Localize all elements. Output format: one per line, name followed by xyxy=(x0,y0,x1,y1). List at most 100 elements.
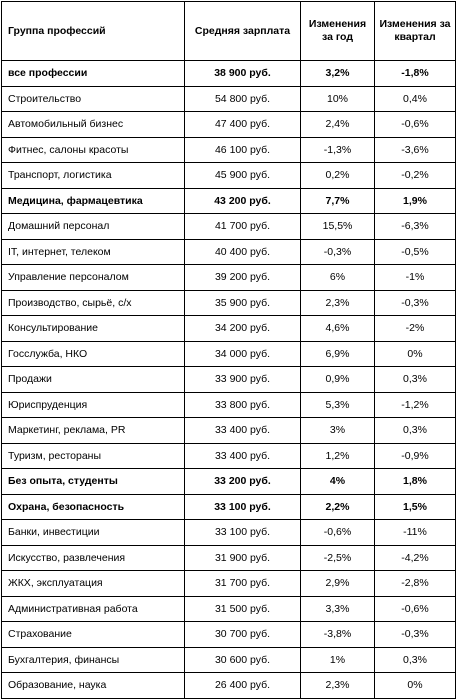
table-row: Без опыта, студенты 33 200 руб. 4% 1,8% xyxy=(1,468,456,495)
cell-year-change: 5,3% xyxy=(300,391,375,418)
cell-year-change: -0,6% xyxy=(300,519,375,546)
cell-salary: 39 200 руб. xyxy=(184,264,301,291)
cell-year-change: 6,9% xyxy=(300,340,375,367)
cell-salary: 30 700 руб. xyxy=(184,621,301,648)
cell-group: Административная работа xyxy=(1,595,185,622)
cell-quarter-change: -4,2% xyxy=(374,544,456,571)
cell-salary: 31 900 руб. xyxy=(184,544,301,571)
table-row: Управление персоналом 39 200 руб. 6% -1% xyxy=(1,264,456,291)
cell-salary: 54 800 руб. xyxy=(184,85,301,112)
cell-year-change: -0,3% xyxy=(300,238,375,265)
cell-salary: 33 400 руб. xyxy=(184,442,301,469)
header-salary: Средняя зарплата xyxy=(184,1,301,61)
cell-salary: 46 100 руб. xyxy=(184,136,301,163)
cell-quarter-change: -2,8% xyxy=(374,570,456,597)
cell-group: IT, интернет, телеком xyxy=(1,238,185,265)
cell-quarter-change: 0,3% xyxy=(374,366,456,393)
cell-salary: 33 200 руб. xyxy=(184,468,301,495)
cell-salary: 38 900 руб. xyxy=(184,60,301,87)
cell-quarter-change: -0,6% xyxy=(374,111,456,138)
cell-quarter-change: 1,9% xyxy=(374,187,456,214)
cell-group: Управление персоналом xyxy=(1,264,185,291)
cell-quarter-change: -1,8% xyxy=(374,60,456,87)
table-row: Производство, сырьё, с/х 35 900 руб. 2,3% -… xyxy=(1,289,456,316)
cell-quarter-change: -1,2% xyxy=(374,391,456,418)
cell-year-change: -3,8% xyxy=(300,621,375,648)
cell-salary: 33 100 руб. xyxy=(184,493,301,520)
cell-group: Домашний персонал xyxy=(1,213,185,240)
cell-group: все профессии xyxy=(1,60,185,87)
cell-group: Банки, инвестиции xyxy=(1,519,185,546)
table-row: Банки, инвестиции 33 100 руб. -0,6% -11% xyxy=(1,519,456,546)
cell-year-change: 6% xyxy=(300,264,375,291)
cell-year-change: 2,3% xyxy=(300,672,375,699)
cell-salary: 33 800 руб. xyxy=(184,391,301,418)
cell-group: Бухгалтерия, финансы xyxy=(1,646,185,673)
cell-salary: 35 900 руб. xyxy=(184,289,301,316)
table-body: все профессии 38 900 руб. 3,2% -1,8% Строите… xyxy=(1,60,456,699)
header-group: Группа профессий xyxy=(1,1,185,61)
cell-salary: 33 900 руб. xyxy=(184,366,301,393)
cell-quarter-change: -0,9% xyxy=(374,442,456,469)
cell-group: Искусство, развлечения xyxy=(1,544,185,571)
cell-year-change: 2,2% xyxy=(300,493,375,520)
cell-year-change: 3,2% xyxy=(300,60,375,87)
table-row: Туризм, рестораны 33 400 руб. 1,2% -0,9% xyxy=(1,442,456,469)
cell-year-change: 3% xyxy=(300,417,375,444)
cell-quarter-change: 0% xyxy=(374,340,456,367)
cell-year-change: 4% xyxy=(300,468,375,495)
table-row: Бухгалтерия, финансы 30 600 руб. 1% 0,3% xyxy=(1,646,456,673)
cell-quarter-change: -1% xyxy=(374,264,456,291)
cell-group: Юриспруденция xyxy=(1,391,185,418)
cell-quarter-change: -0,5% xyxy=(374,238,456,265)
cell-group: Автомобильный бизнес xyxy=(1,111,185,138)
cell-group: Образование, наука xyxy=(1,672,185,699)
table-row: Строительство 54 800 руб. 10% 0,4% xyxy=(1,85,456,112)
cell-group: Производство, сырьё, с/х xyxy=(1,289,185,316)
cell-group: Госслужба, НКО xyxy=(1,340,185,367)
cell-salary: 30 600 руб. xyxy=(184,646,301,673)
cell-quarter-change: -0,3% xyxy=(374,621,456,648)
cell-group: Маркетинг, реклама, PR xyxy=(1,417,185,444)
cell-year-change: 2,9% xyxy=(300,570,375,597)
header-row: Группа профессий Средняя зарплата Измене… xyxy=(1,1,456,61)
cell-salary: 45 900 руб. xyxy=(184,162,301,189)
cell-quarter-change: -11% xyxy=(374,519,456,546)
cell-salary: 34 000 руб. xyxy=(184,340,301,367)
table-row: Фитнес, салоны красоты 46 100 руб. -1,3% -3… xyxy=(1,136,456,163)
cell-quarter-change: 1,8% xyxy=(374,468,456,495)
cell-quarter-change: 0% xyxy=(374,672,456,699)
cell-group: Охрана, безопасность xyxy=(1,493,185,520)
cell-salary: 31 500 руб. xyxy=(184,595,301,622)
cell-group: Консультирование xyxy=(1,315,185,342)
cell-year-change: 2,4% xyxy=(300,111,375,138)
table-row: Автомобильный бизнес 47 400 руб. 2,4% -0,6% xyxy=(1,111,456,138)
table-row: Госслужба, НКО 34 000 руб. 6,9% 0% xyxy=(1,340,456,367)
cell-group: Медицина, фармацевтика xyxy=(1,187,185,214)
table-row: ЖКХ, эксплуатация 31 700 руб. 2,9% -2,8% xyxy=(1,570,456,597)
cell-group: Фитнес, салоны красоты xyxy=(1,136,185,163)
header-year-change: Изменения за год xyxy=(300,1,375,61)
table-row: Продажи 33 900 руб. 0,9% 0,3% xyxy=(1,366,456,393)
cell-year-change: 3,3% xyxy=(300,595,375,622)
cell-year-change: 1,2% xyxy=(300,442,375,469)
cell-salary: 47 400 руб. xyxy=(184,111,301,138)
cell-quarter-change: -0,2% xyxy=(374,162,456,189)
table-row: IT, интернет, телеком 40 400 руб. -0,3% -0,… xyxy=(1,238,456,265)
cell-group: Транспорт, логистика xyxy=(1,162,185,189)
cell-salary: 40 400 руб. xyxy=(184,238,301,265)
table-row: Страхование 30 700 руб. -3,8% -0,3% xyxy=(1,621,456,648)
cell-group: Туризм, рестораны xyxy=(1,442,185,469)
cell-salary: 31 700 руб. xyxy=(184,570,301,597)
cell-quarter-change: 0,3% xyxy=(374,417,456,444)
cell-year-change: 2,3% xyxy=(300,289,375,316)
cell-salary: 26 400 руб. xyxy=(184,672,301,699)
cell-year-change: -1,3% xyxy=(300,136,375,163)
cell-year-change: 1% xyxy=(300,646,375,673)
cell-quarter-change: -0,6% xyxy=(374,595,456,622)
cell-year-change: 15,5% xyxy=(300,213,375,240)
cell-quarter-change: -2% xyxy=(374,315,456,342)
cell-quarter-change: -6,3% xyxy=(374,213,456,240)
table-row: Маркетинг, реклама, PR 33 400 руб. 3% 0,3% xyxy=(1,417,456,444)
